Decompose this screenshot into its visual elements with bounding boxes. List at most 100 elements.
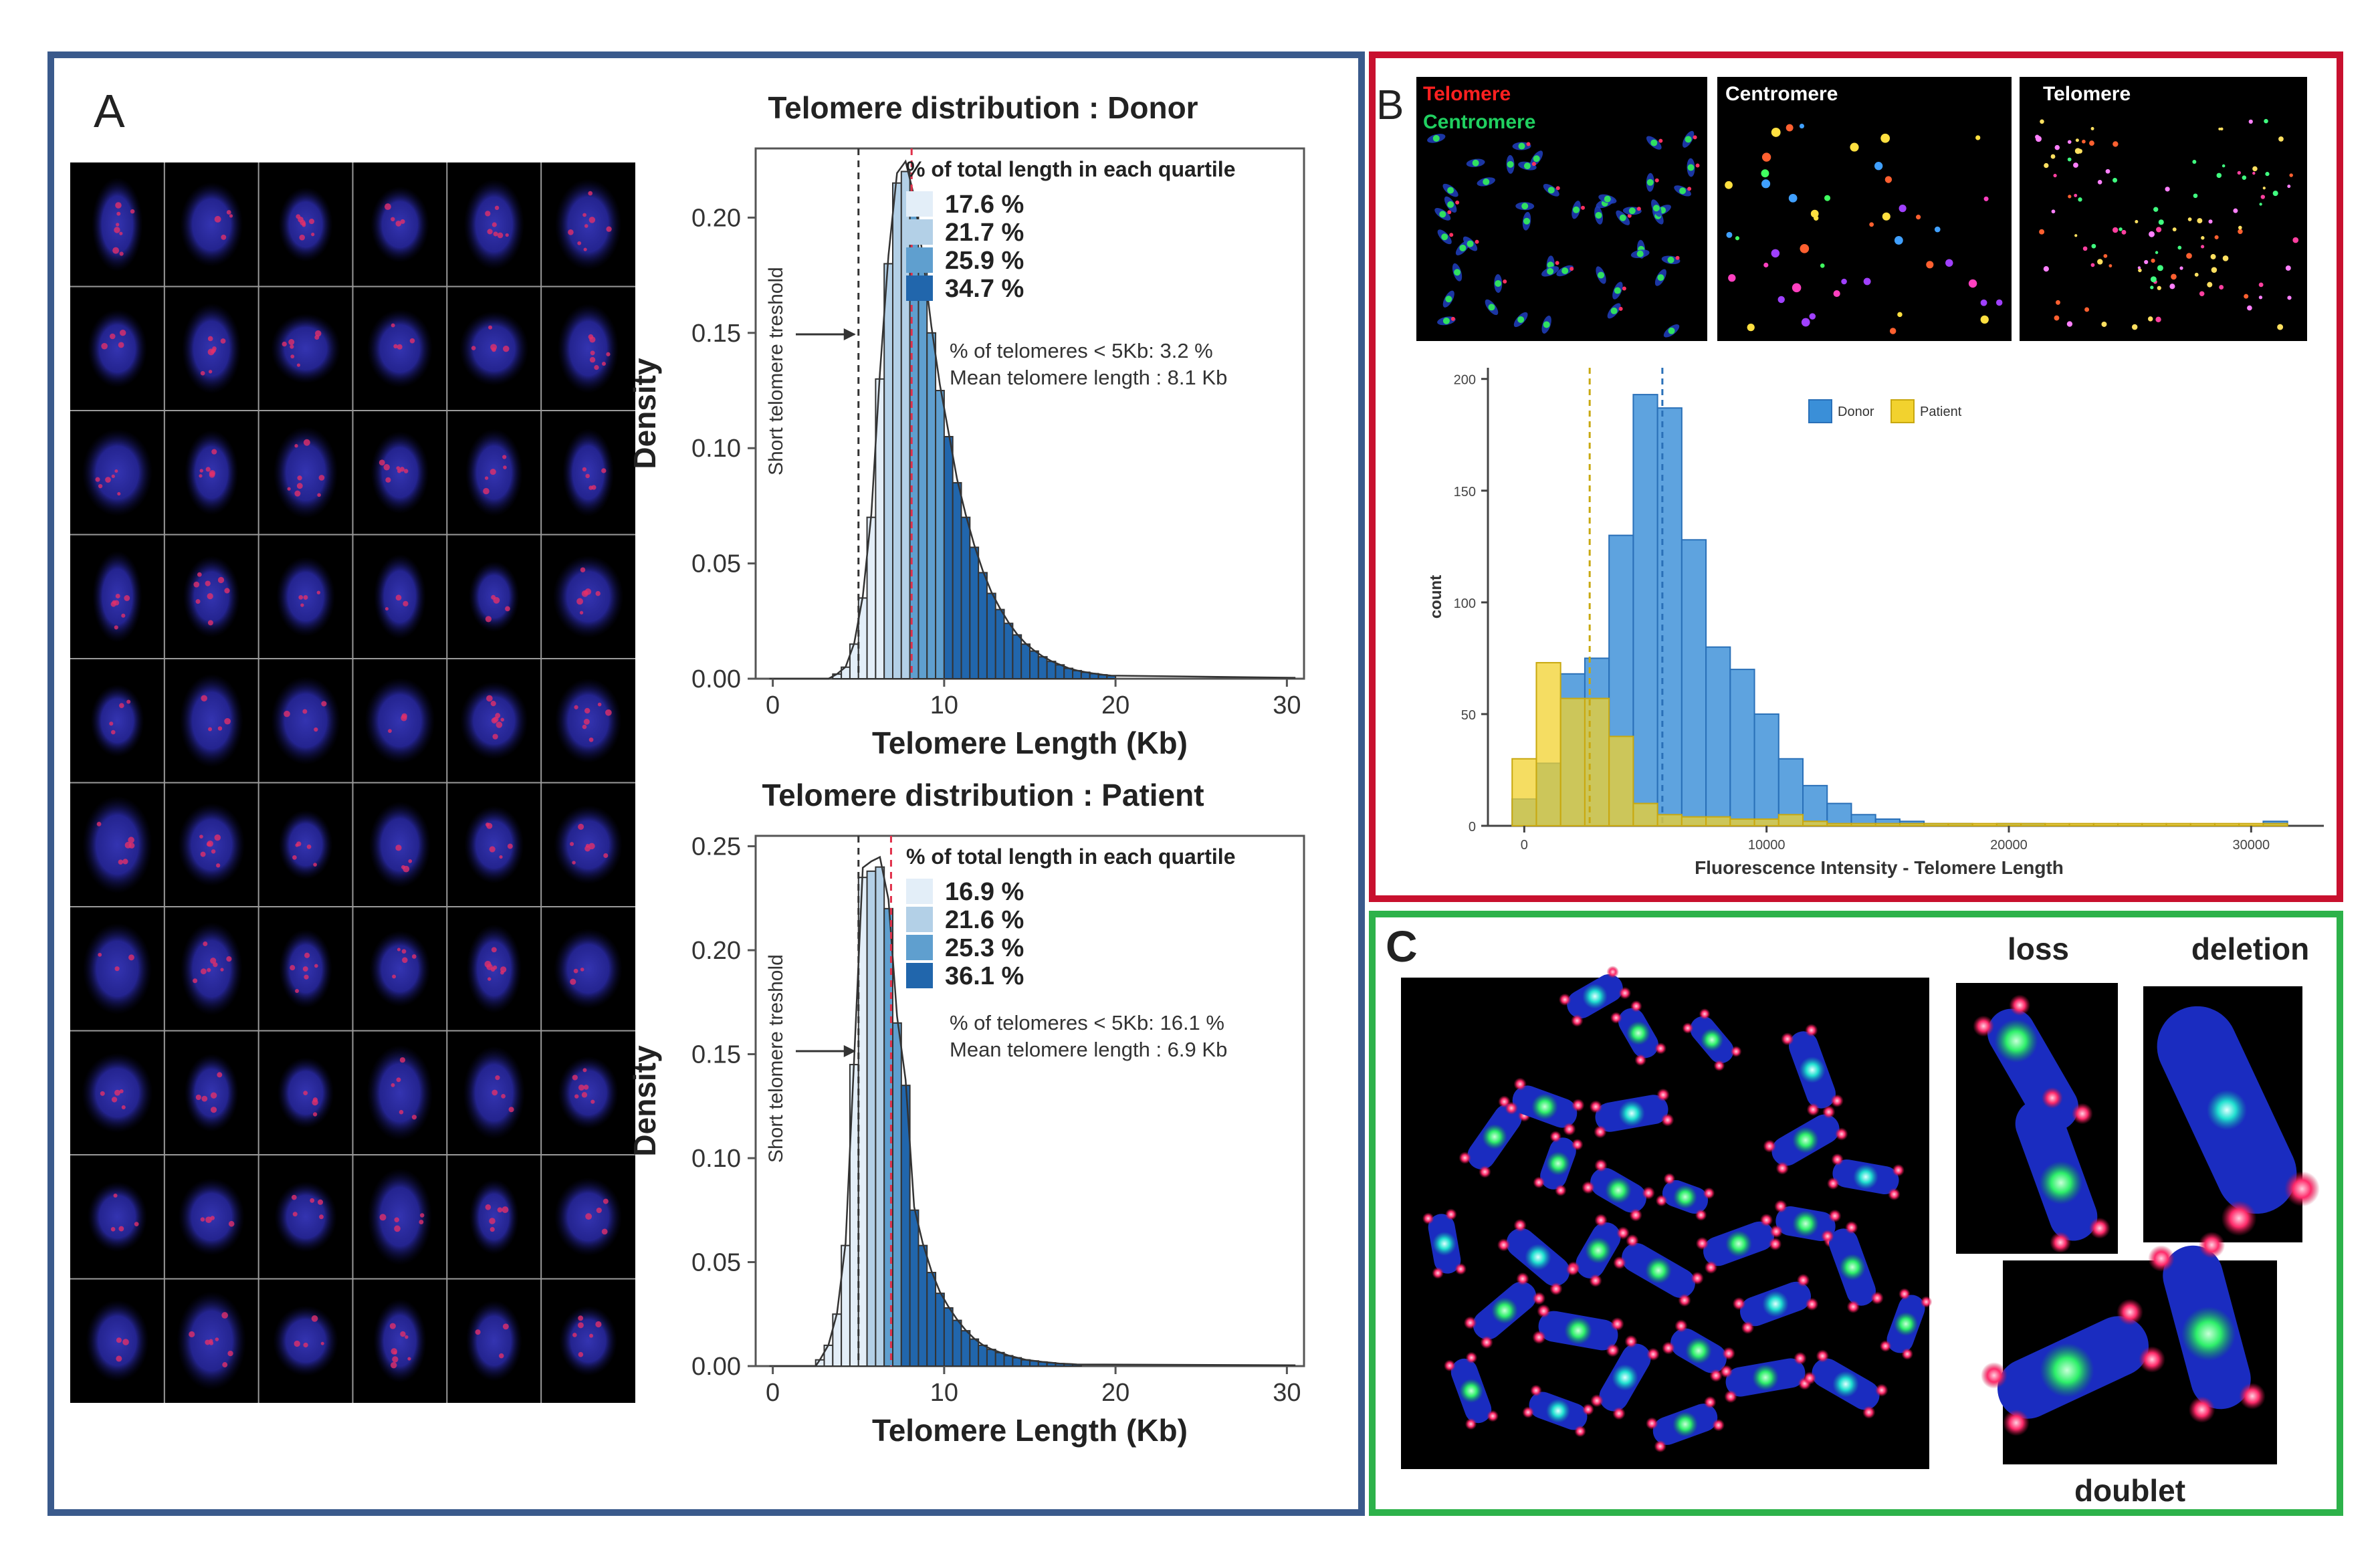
centromere-image-signals <box>1725 123 2003 334</box>
telomere-spot <box>383 464 390 471</box>
telomere-spot <box>2265 172 2270 177</box>
telomere-spot <box>216 863 221 868</box>
telomere-spot <box>391 1348 398 1355</box>
telomere-spot <box>290 965 296 971</box>
telomere-spot <box>379 1214 387 1221</box>
telomere-spot <box>302 221 306 226</box>
telomere-signal <box>1582 1181 1595 1194</box>
telomere-spot <box>570 978 576 985</box>
telomere-spot <box>588 737 594 742</box>
telomere-spot <box>2137 266 2141 269</box>
telomere-spot <box>220 338 226 344</box>
telomere-spot <box>2067 157 2072 162</box>
telomere-spot <box>2068 195 2072 199</box>
y-tick-label: 0.00 <box>691 1353 741 1381</box>
threshold-arrow-head <box>843 328 856 340</box>
telomere-spot <box>112 600 116 604</box>
centromere-signal <box>1517 316 1525 323</box>
telomere-signal <box>1532 1330 1546 1345</box>
telomere-signal <box>1565 1262 1580 1276</box>
legend-swatch <box>906 191 933 217</box>
legend-quartile-value: 21.6 % <box>945 906 1024 934</box>
doublet-label: doublet <box>2074 1473 2185 1508</box>
patient-bar <box>1826 822 1852 827</box>
telomere-signal <box>1981 1362 2008 1389</box>
telomere-signal <box>1724 1390 1737 1404</box>
chromosome <box>1590 1335 1660 1420</box>
centromere-spot <box>1771 127 1781 137</box>
telomere-spot <box>112 247 120 254</box>
telomere-spot <box>298 594 304 600</box>
centromere-spot <box>1884 176 1892 183</box>
telomere-spot <box>486 695 493 702</box>
telomere-spot <box>2222 255 2229 261</box>
telomere-spot <box>98 483 103 489</box>
telomere-spot <box>2144 259 2149 265</box>
telomere-spot <box>485 211 491 217</box>
chromosome <box>1589 1088 1674 1139</box>
telomere-spot <box>391 217 395 221</box>
centromere-signal <box>1614 287 1621 294</box>
histogram-bar <box>994 1351 1005 1367</box>
x-axis-label: Telomere Length (Kb) <box>872 1413 1188 1448</box>
telomere-spot <box>584 588 592 595</box>
telomere-spot <box>210 1107 217 1113</box>
telomere-spot <box>203 941 208 946</box>
telomere-signal <box>1432 1267 1444 1279</box>
patient-bar <box>1947 822 1973 827</box>
telomere-signal <box>1879 1340 1892 1352</box>
chromosome <box>2157 1006 2320 1236</box>
legend-quartile-value: 16.9 % <box>945 878 1024 906</box>
telomere-spot <box>205 1216 212 1224</box>
plot-area <box>754 147 1305 680</box>
telomere-signal <box>1630 1000 1642 1012</box>
telomere-spot <box>396 466 401 470</box>
telomere-spot <box>121 613 126 618</box>
chromosome <box>1682 1008 1742 1072</box>
telomere-spot <box>588 843 595 850</box>
telomere-signal <box>1901 1348 1913 1360</box>
telomere-signal <box>1555 261 1559 265</box>
telomere-spot <box>200 851 206 857</box>
centromere-signal <box>1585 1237 1612 1264</box>
telomere-spot <box>119 231 123 235</box>
telomere-spot <box>485 822 490 827</box>
centromere-signal <box>1652 205 1660 212</box>
centromere-signal <box>1543 321 1550 328</box>
centromere-spot <box>1874 162 1883 171</box>
telomere-signal <box>1704 1396 1717 1409</box>
telomere-spot <box>290 344 294 349</box>
telomere-spot <box>588 485 593 490</box>
histogram-bar <box>909 1209 919 1367</box>
telomere-signal <box>1862 1406 1876 1419</box>
telomere-signal <box>1806 1103 1820 1116</box>
telomere-spot <box>210 1092 217 1099</box>
centromere-spot <box>1761 179 1771 189</box>
cell-nucleus <box>554 179 622 271</box>
telomere-spot <box>2113 141 2119 147</box>
telomere-signal <box>1888 1188 1901 1201</box>
cell-nucleus <box>273 426 338 519</box>
centromere-signal <box>1668 327 1675 334</box>
y-tick-label: 100 <box>1454 596 1476 611</box>
patient-bar <box>1681 816 1707 827</box>
telomere-spot <box>2211 267 2217 273</box>
donor-bar <box>1753 713 1779 827</box>
telomere-spot <box>500 970 504 975</box>
telomere-signal <box>1530 1384 1542 1397</box>
telomere-signal <box>1899 1288 1911 1300</box>
telomere-spot <box>2053 173 2057 178</box>
telomere-spot <box>497 1207 503 1213</box>
patient-bar <box>1584 697 1610 827</box>
centromere-spot <box>1916 215 1921 220</box>
telomere-spot <box>394 1217 400 1222</box>
telomere-spot <box>2219 285 2224 290</box>
telomere-spot <box>402 957 408 964</box>
y-tick-label: 0.15 <box>691 1041 741 1069</box>
telomere-spot <box>319 1214 324 1220</box>
threshold-label: Short telomere treshold <box>765 954 787 1163</box>
telomere-spot <box>407 1357 411 1361</box>
telomere-signal <box>1830 1094 1844 1107</box>
telomere-spot <box>502 1323 509 1330</box>
telomere-spot <box>2177 245 2182 250</box>
